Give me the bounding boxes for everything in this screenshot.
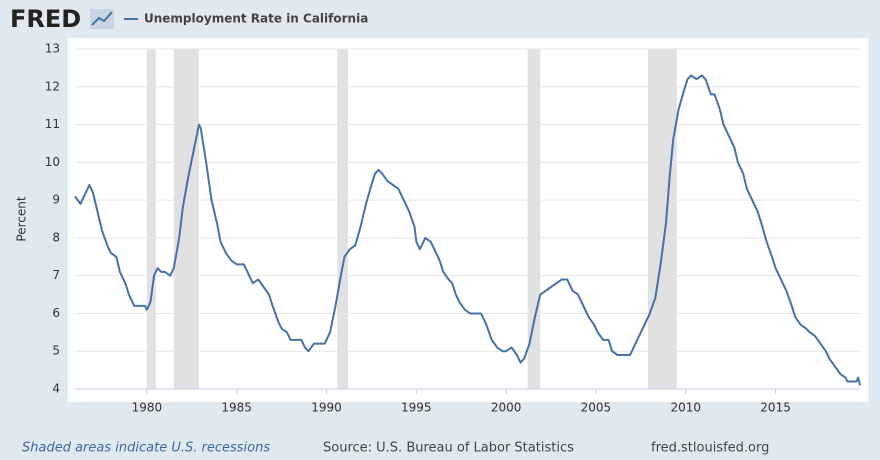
- series-line: [74, 74, 861, 386]
- logo-icon: [90, 9, 114, 29]
- recession-band: [648, 49, 677, 389]
- y-tick-label: 7: [52, 268, 60, 282]
- y-tick-label: 6: [52, 306, 60, 320]
- x-tick-label: 1995: [401, 401, 432, 415]
- x-tick-label: 2000: [491, 401, 522, 415]
- x-tick-label: 1980: [132, 401, 163, 415]
- site[interactable]: fred.stlouisfed.org: [651, 441, 769, 456]
- y-tick-label: 13: [45, 42, 60, 56]
- x-tick-label: 1990: [311, 401, 342, 415]
- y-axis-label: Percent: [15, 196, 29, 241]
- x-tick-label: 2010: [670, 401, 701, 415]
- source: Source: U.S. Bureau of Labor Statistics: [323, 441, 574, 456]
- recession-band: [337, 49, 349, 389]
- recession-band: [146, 49, 156, 389]
- y-tick-label: 8: [52, 230, 60, 244]
- plot-background: [68, 38, 868, 402]
- logo[interactable]: FRED: [10, 5, 81, 33]
- y-tick-label: 10: [45, 155, 60, 169]
- recession-note[interactable]: Shaded areas indicate U.S. recessions: [22, 441, 270, 456]
- y-tick-label: 9: [52, 193, 60, 207]
- recession-band: [527, 49, 541, 389]
- y-tick-label: 4: [52, 382, 60, 396]
- x-tick-label: 2005: [581, 401, 612, 415]
- x-tick-label: 2015: [760, 401, 791, 415]
- x-tick-label: 1985: [221, 401, 252, 415]
- legend-label: Unemployment Rate in California: [144, 12, 368, 26]
- y-tick-label: 11: [45, 117, 60, 131]
- y-tick-label: 5: [52, 344, 60, 358]
- y-tick-label: 12: [45, 79, 60, 93]
- recession-band: [173, 49, 199, 389]
